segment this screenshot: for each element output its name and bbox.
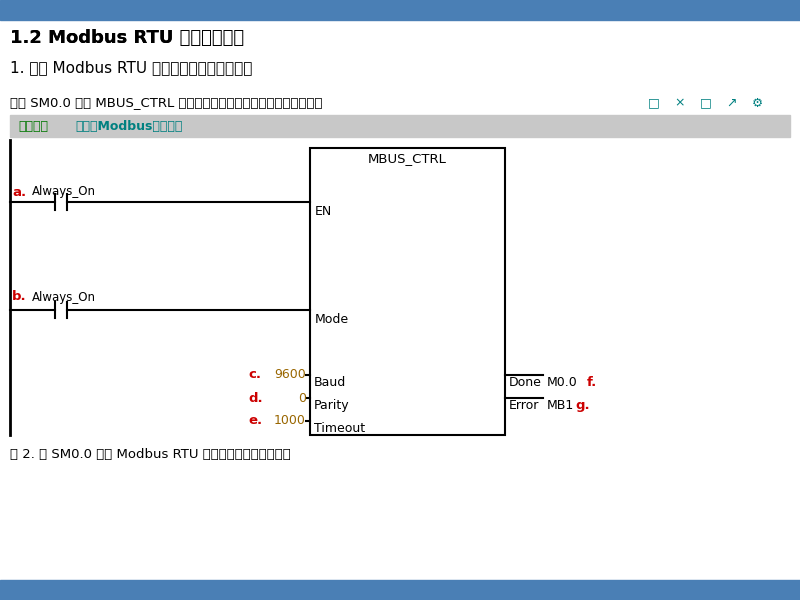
Text: ↗: ↗ bbox=[726, 97, 737, 109]
Text: ⚙: ⚙ bbox=[752, 97, 763, 109]
Text: 使用 SM0.0 调用 MBUS_CTRL 完成主站的初始化，并启动其功能控制：: 使用 SM0.0 调用 MBUS_CTRL 完成主站的初始化，并启动其功能控制： bbox=[10, 97, 322, 109]
Text: MBUS_CTRL: MBUS_CTRL bbox=[368, 152, 447, 166]
Text: Baud: Baud bbox=[314, 376, 346, 389]
Text: 图 2. 用 SM0.0 调用 Modbus RTU 主站初始化与控制子程序: 图 2. 用 SM0.0 调用 Modbus RTU 主站初始化与控制子程序 bbox=[10, 449, 290, 461]
Text: Always_On: Always_On bbox=[32, 185, 96, 199]
Text: □: □ bbox=[648, 97, 660, 109]
Bar bbox=[0, 0, 800, 20]
Bar bbox=[310, 148, 505, 435]
Text: MB1: MB1 bbox=[547, 399, 574, 412]
Text: a.: a. bbox=[12, 185, 26, 199]
Text: g.: g. bbox=[575, 399, 590, 412]
Bar bbox=[0, 580, 800, 600]
Text: 9600: 9600 bbox=[274, 368, 306, 382]
Text: ×: × bbox=[674, 97, 685, 109]
Text: M0.0: M0.0 bbox=[547, 376, 578, 389]
Text: 0: 0 bbox=[298, 391, 306, 404]
Bar bbox=[10, 115, 790, 137]
Text: Always_On: Always_On bbox=[32, 290, 96, 304]
Text: d.: d. bbox=[248, 391, 262, 404]
Text: 1.2 Modbus RTU 主站功能编程: 1.2 Modbus RTU 主站功能编程 bbox=[10, 29, 244, 47]
Text: □: □ bbox=[700, 97, 712, 109]
Text: 网络注释: 网络注释 bbox=[18, 119, 48, 133]
Text: EN: EN bbox=[315, 205, 332, 218]
Text: Done: Done bbox=[509, 376, 542, 389]
Text: Error: Error bbox=[509, 399, 539, 412]
Text: 初始化Modbus主站通信: 初始化Modbus主站通信 bbox=[75, 119, 182, 133]
Text: 1.2 Modbus RTU: 1.2 Modbus RTU bbox=[10, 29, 180, 47]
Text: 1000: 1000 bbox=[274, 415, 306, 427]
Text: 1. 调用 Modbus RTU 主站初始化和控制子程序: 1. 调用 Modbus RTU 主站初始化和控制子程序 bbox=[10, 61, 252, 76]
Text: Parity: Parity bbox=[314, 399, 350, 412]
Text: f.: f. bbox=[587, 376, 598, 389]
Text: c.: c. bbox=[248, 368, 261, 382]
Text: Mode: Mode bbox=[315, 313, 349, 326]
Text: Timeout: Timeout bbox=[314, 422, 365, 435]
Text: b.: b. bbox=[12, 290, 26, 304]
Text: e.: e. bbox=[248, 415, 262, 427]
